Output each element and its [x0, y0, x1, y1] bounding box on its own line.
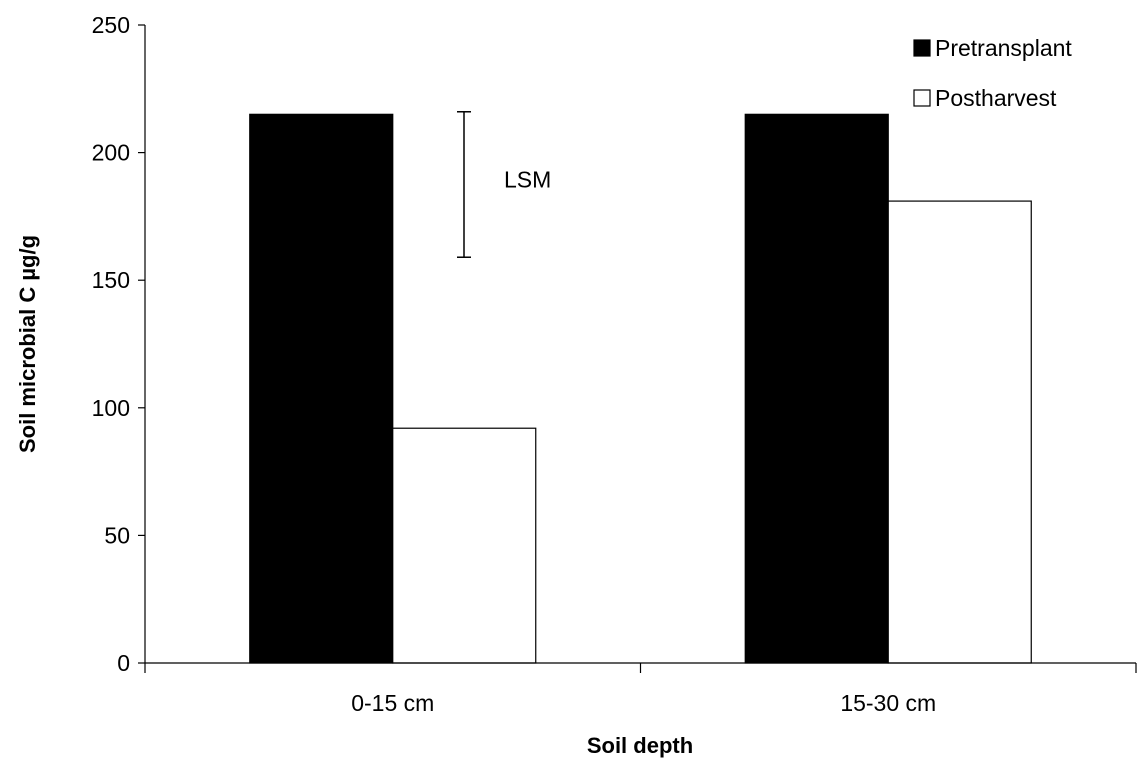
y-tick-label: 100	[92, 395, 130, 421]
x-tick-label: 15-30 cm	[840, 690, 936, 716]
lsm-label: LSM	[504, 167, 551, 193]
bar-pretransplant-1	[249, 113, 394, 664]
bar-postharvest-2	[887, 200, 1032, 664]
annotations: LSM	[457, 111, 551, 258]
y-tick-label: 50	[104, 522, 130, 548]
x-tick-label: 0-15 cm	[351, 690, 434, 716]
legend-label-postharvest: Postharvest	[935, 85, 1057, 111]
y-tick-label: 250	[92, 12, 130, 38]
bar-pretransplant-2	[744, 113, 889, 664]
legend-swatch-pretransplant	[913, 39, 931, 57]
legend: Pretransplant Postharvest	[913, 35, 1072, 111]
x-axis-title: Soil depth	[587, 733, 693, 758]
x-axis-ticks: 0-15 cm 15-30 cm	[144, 663, 1137, 716]
y-tick-label: 150	[92, 267, 130, 293]
legend-label-pretransplant: Pretransplant	[935, 35, 1072, 61]
y-tick-label: 200	[92, 140, 130, 166]
bar-postharvest-1	[392, 427, 537, 664]
y-tick-label: 0	[117, 650, 130, 676]
bars	[249, 113, 1032, 664]
y-axis-title: Soil microbial C µg/g	[15, 235, 40, 453]
legend-swatch-postharvest	[913, 89, 931, 107]
y-axis-ticks: 0 50 100 150 200 250	[92, 12, 145, 676]
